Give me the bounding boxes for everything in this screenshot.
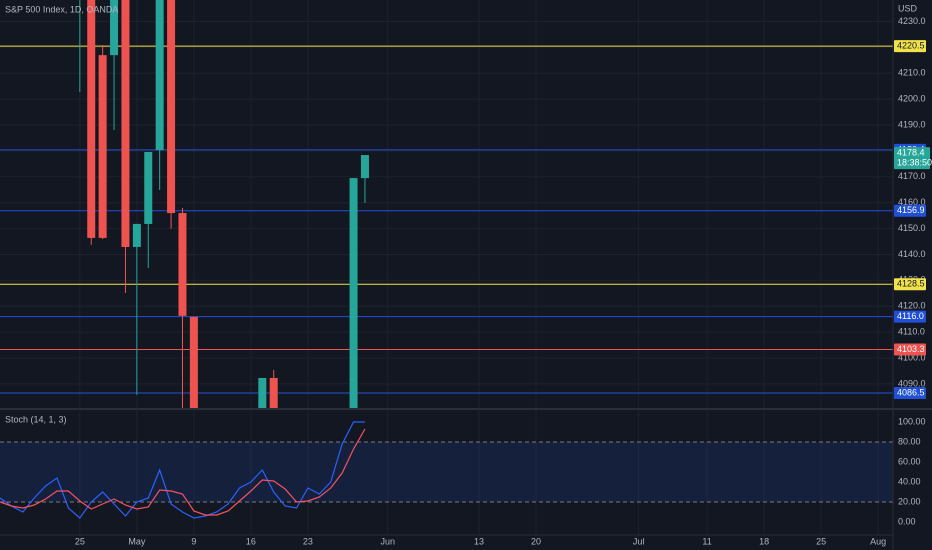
x-tick-label: Jun bbox=[381, 536, 396, 546]
x-tick-label: 11 bbox=[702, 536, 711, 546]
y-tick-label: 100.00 bbox=[898, 416, 926, 426]
level-label-bg bbox=[894, 40, 926, 53]
level-label-bg bbox=[894, 278, 926, 291]
candle-body bbox=[360, 155, 369, 179]
x-tick-label: 9 bbox=[191, 536, 196, 546]
x-tick-label: May bbox=[128, 536, 146, 546]
currency-label: USD bbox=[898, 3, 918, 13]
candle-body bbox=[144, 151, 153, 224]
candle-body bbox=[178, 213, 187, 316]
level-label-bg bbox=[894, 204, 926, 217]
y-tick-label: 4120.0 bbox=[898, 301, 926, 311]
level-label: 4220.5 bbox=[897, 40, 925, 50]
x-tick-label: Aug bbox=[870, 536, 886, 546]
y-tick-label: 4230.0 bbox=[898, 16, 926, 26]
y-tick-label: 0.00 bbox=[898, 516, 916, 526]
stoch-line bbox=[0, 421, 365, 519]
x-tick-label: 20 bbox=[531, 536, 541, 546]
x-tick-label: 18 bbox=[759, 536, 769, 546]
price-pane bbox=[0, 0, 893, 408]
last-price-label: 4178.4 bbox=[897, 147, 925, 157]
candle-body bbox=[155, 0, 164, 151]
band-fill bbox=[0, 442, 893, 502]
x-tick-label: Jul bbox=[633, 536, 645, 546]
level-label: 4116.0 bbox=[897, 311, 924, 321]
candle-body bbox=[87, 0, 96, 238]
candle-body bbox=[189, 316, 198, 408]
indicator-title: Stoch (14, 1, 3) bbox=[5, 414, 67, 424]
level-label-bg bbox=[894, 343, 926, 356]
x-tick-label: 13 bbox=[474, 536, 484, 546]
candle-body bbox=[110, 0, 119, 56]
last-price-bg bbox=[894, 147, 930, 170]
level-label-bg bbox=[894, 386, 926, 399]
level-label: 4103.3 bbox=[897, 344, 925, 354]
countdown-label: 18:38:50 bbox=[897, 157, 932, 167]
x-tick-label: 25 bbox=[816, 536, 826, 546]
level-label-bg bbox=[894, 310, 926, 323]
stoch-pane bbox=[0, 421, 893, 519]
candle-body bbox=[258, 377, 267, 408]
grid bbox=[0, 0, 893, 535]
y-tick-label: 4200.0 bbox=[898, 94, 926, 104]
level-label: 4086.5 bbox=[897, 387, 925, 397]
y-tick-label: 40.00 bbox=[898, 476, 921, 486]
axes: 25 May 9 16 23 Jun 13 20 Jul 11 18 25 Aug 4090.0 4100.… bbox=[75, 16, 932, 547]
chart-title: S&P 500 Index, 1D, OANDA bbox=[5, 4, 118, 14]
y-tick-label: 4140.0 bbox=[898, 249, 926, 259]
y-tick-label: 80.00 bbox=[898, 436, 921, 446]
candle-body bbox=[121, 0, 130, 247]
level-label: 4156.9 bbox=[897, 205, 925, 215]
y-tick-label: 4170.0 bbox=[898, 171, 926, 181]
x-tick-label: 25 bbox=[75, 536, 85, 546]
y-tick-label: 4190.0 bbox=[898, 119, 926, 129]
stoch-line bbox=[0, 428, 366, 516]
candle-body bbox=[98, 55, 107, 238]
x-tick-label: 23 bbox=[303, 536, 313, 546]
y-tick-label: 4210.0 bbox=[898, 68, 926, 78]
y-tick-label: 60.00 bbox=[898, 456, 921, 466]
candle-body bbox=[132, 223, 141, 247]
candle-body bbox=[167, 0, 176, 214]
candle-body bbox=[269, 377, 278, 408]
level-label: 4128.5 bbox=[897, 279, 925, 289]
candle-body bbox=[349, 178, 358, 408]
y-tick-label: 4090.0 bbox=[898, 378, 926, 388]
x-tick-label: 16 bbox=[246, 536, 256, 546]
y-tick-label: 4150.0 bbox=[898, 223, 926, 233]
y-tick-label: 4100.0 bbox=[898, 352, 926, 362]
y-tick-label: 4110.0 bbox=[898, 327, 925, 337]
y-tick-label: 20.00 bbox=[898, 496, 921, 506]
y-tick-label: 4160.0 bbox=[898, 197, 926, 207]
